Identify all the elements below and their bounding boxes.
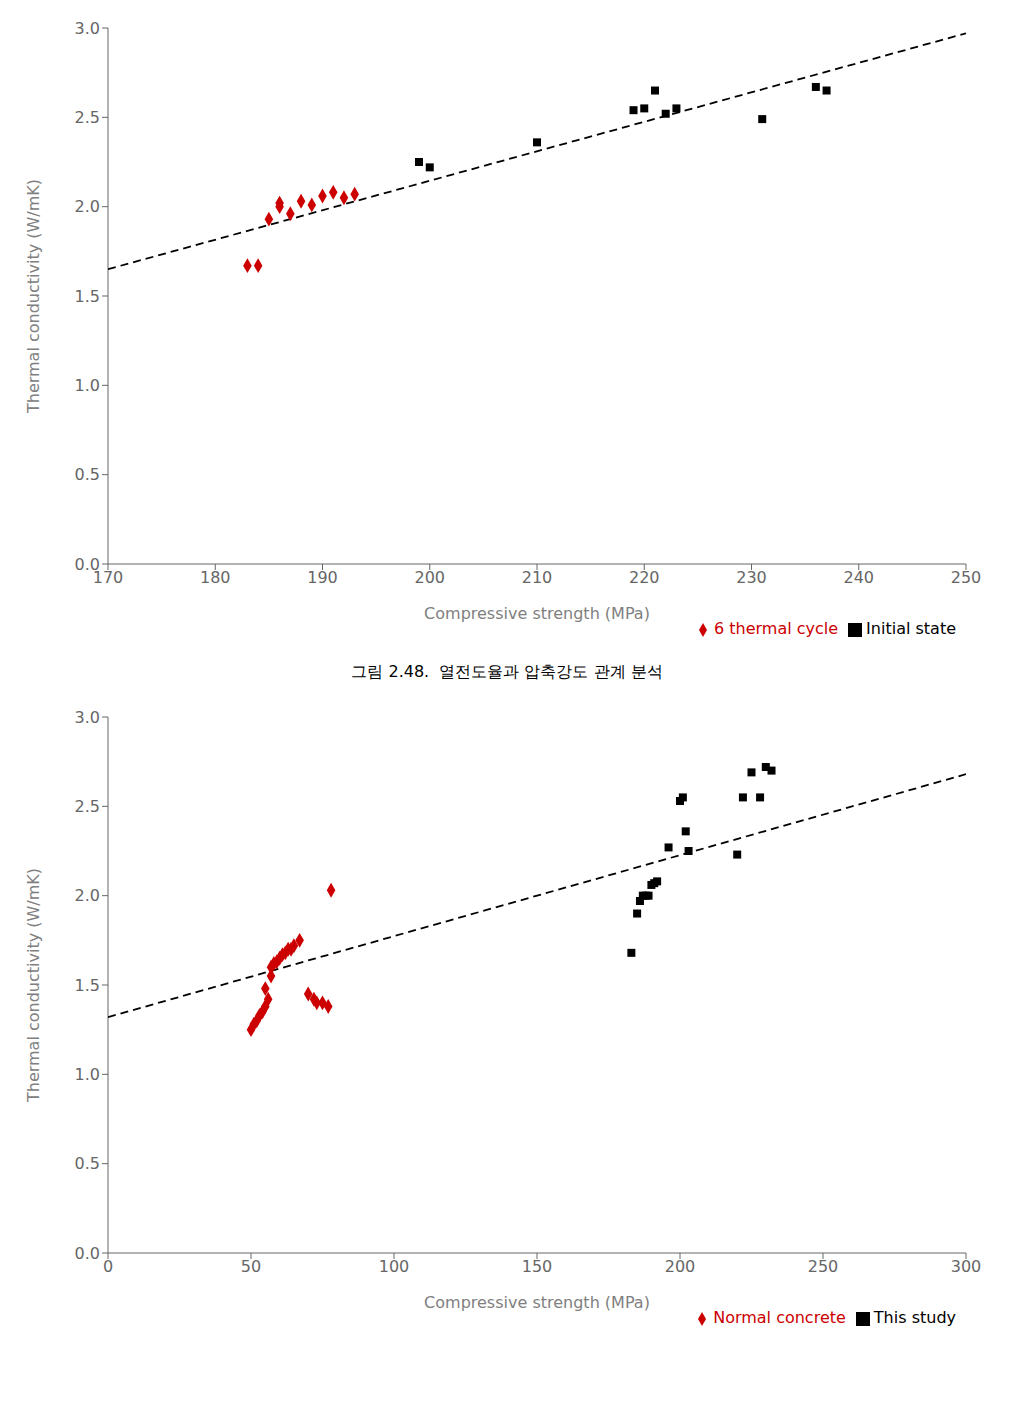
svg-text:220: 220 — [629, 568, 660, 587]
svg-text:180: 180 — [200, 568, 231, 587]
svg-text:1.0: 1.0 — [75, 1065, 100, 1084]
svg-text:240: 240 — [843, 568, 874, 587]
svg-text:300: 300 — [951, 1257, 982, 1276]
svg-text:210: 210 — [522, 568, 553, 587]
svg-text:200: 200 — [665, 1257, 696, 1276]
svg-text:100: 100 — [379, 1257, 410, 1276]
svg-text:230: 230 — [736, 568, 767, 587]
svg-text:2.0: 2.0 — [75, 886, 100, 905]
svg-text:150: 150 — [522, 1257, 553, 1276]
svg-text:3.0: 3.0 — [75, 708, 100, 727]
svg-text:0.5: 0.5 — [75, 1154, 100, 1173]
html-text:그림 2.48. 열전도율과 압축강도 관계 분석: 그림 2.48. 열전도율과 압축강도 관계 분석 — [351, 662, 663, 681]
svg-text:0: 0 — [103, 1257, 113, 1276]
svg-text:200: 200 — [414, 568, 445, 587]
svg-text:1.5: 1.5 — [75, 287, 100, 306]
svg-text:Compressive strength (MPa): Compressive strength (MPa) — [424, 604, 650, 623]
svg-text:0.5: 0.5 — [75, 465, 100, 484]
svg-text:2.5: 2.5 — [75, 797, 100, 816]
svg-text:Thermal conductivity (W/mK): Thermal conductivity (W/mK) — [24, 868, 43, 1103]
svg-text:170: 170 — [92, 568, 124, 588]
svg-text:190: 190 — [307, 568, 338, 587]
svg-text:Thermal conductivity (W/mK): Thermal conductivity (W/mK) — [24, 179, 43, 414]
svg-text:250: 250 — [951, 568, 982, 587]
svg-text:2.0: 2.0 — [75, 197, 100, 216]
svg-text:1.0: 1.0 — [75, 376, 100, 395]
html-text:Normal concrete: Normal concrete — [713, 1308, 846, 1327]
svg-text:1.5: 1.5 — [75, 976, 100, 995]
svg-text:0.0: 0.0 — [75, 555, 100, 574]
html-text:Initial state: Initial state — [866, 619, 956, 638]
html-text:6 thermal cycle: 6 thermal cycle — [714, 619, 839, 638]
svg-text:0.0: 0.0 — [75, 1244, 100, 1263]
svg-text:50: 50 — [241, 1257, 261, 1276]
svg-text:250: 250 — [808, 1257, 839, 1276]
html-text:This study: This study — [873, 1308, 956, 1327]
svg-text:2.5: 2.5 — [75, 108, 100, 127]
svg-text:3.0: 3.0 — [75, 19, 100, 38]
svg-text:Compressive strength (MPa): Compressive strength (MPa) — [424, 1293, 650, 1312]
